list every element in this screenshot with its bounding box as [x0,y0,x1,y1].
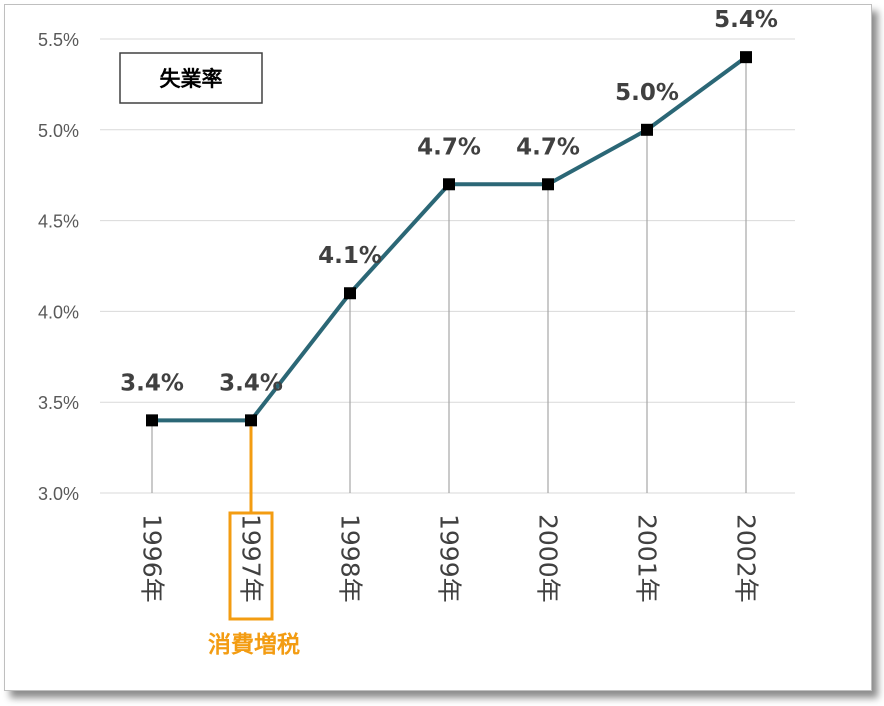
x-tick-label: 2001年 [633,514,662,603]
data-point [443,178,455,191]
data-point [542,178,554,191]
data-point [641,123,653,136]
data-label: 4.7% [417,134,481,160]
data-label: 3.4% [120,370,184,396]
data-label: 4.7% [516,134,580,160]
annotation-box [228,511,274,621]
y-tick-label: 3.0% [38,484,79,504]
y-tick-label: 3.5% [38,393,79,413]
annotation: 消費増税 [208,426,300,658]
x-tick-label: 1999年 [435,514,464,603]
legend-label: 失業率 [160,67,223,91]
x-tick-label: 2000年 [534,514,563,603]
x-tick-label: 2002年 [732,514,761,603]
y-tick-label: 4.0% [38,302,79,322]
data-label: 5.4% [714,7,778,33]
data-point [740,51,752,64]
data-labels: 3.4% 3.4% 4.1% 4.7% 4.7% 5.0% 5.4% [120,7,778,396]
gridlines [100,38,795,494]
drop-lines [151,57,747,493]
chart-frame [4,4,872,691]
data-point [245,414,257,427]
x-axis-ticks: 1996年 1997年 1998年 1999年 2000年 2001年 2002年 [138,514,761,603]
annotation-label: 消費増税 [208,631,300,658]
y-tick-label: 4.5% [38,212,79,232]
data-point [344,287,356,300]
data-label: 3.4% [219,370,283,396]
legend: 失業率 [119,52,263,104]
markers [146,51,752,427]
legend-box [119,52,263,104]
x-tick-label: 1996年 [138,514,167,603]
x-tick-label: 1998年 [336,514,365,603]
y-tick-label: 5.0% [38,121,79,141]
data-label: 5.0% [615,80,679,106]
y-tick-label: 5.5% [38,30,79,50]
y-axis-ticks: 3.0% 3.5% 4.0% 4.5% 5.0% 5.5% [38,30,79,504]
data-point [146,414,158,427]
data-label: 4.1% [318,243,382,269]
x-tick-label: 1997年 [237,514,266,603]
